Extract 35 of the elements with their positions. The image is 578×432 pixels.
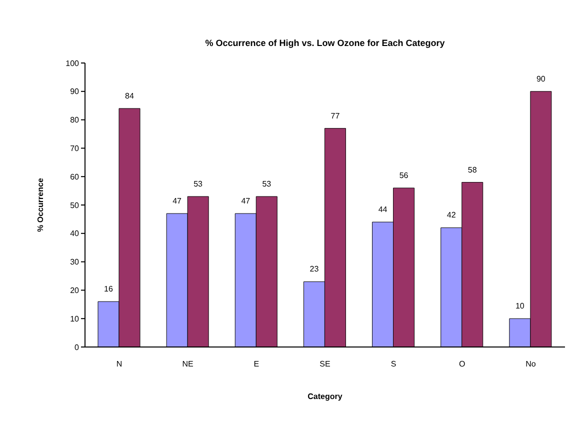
data-label: 44 <box>378 205 388 214</box>
y-tick-label: 10 <box>70 314 80 324</box>
data-label: 53 <box>262 179 272 188</box>
y-tick-label: 100 <box>66 58 80 68</box>
y-axis-title: % Occurrence <box>36 178 45 232</box>
data-label: 56 <box>399 170 409 180</box>
x-tick-label: N <box>116 360 122 369</box>
y-tick-label: 80 <box>70 116 80 125</box>
data-label: 47 <box>241 196 251 206</box>
y-tick-label: 60 <box>70 172 80 182</box>
x-tick-label: S <box>390 360 396 369</box>
chart-title: % Occurrence of High vs. Low Ozone for Each Category <box>204 38 446 48</box>
data-label: 42 <box>446 210 456 220</box>
data-label: 47 <box>172 196 182 206</box>
x-tick-label: No <box>526 360 536 369</box>
y-tick-label: 40 <box>70 229 80 238</box>
data-label: 10 <box>515 302 525 311</box>
y-tick-label: 30 <box>70 258 80 267</box>
data-label: 58 <box>468 165 478 174</box>
x-tick-label: NE <box>182 360 194 369</box>
x-tick-label: SE <box>320 360 330 369</box>
data-label: 53 <box>194 179 204 188</box>
y-tick-label: 50 <box>70 200 80 210</box>
y-tick-label: 90 <box>70 87 80 96</box>
data-label: 84 <box>125 91 134 100</box>
y-tick-label: 20 <box>70 286 80 296</box>
data-label: 90 <box>536 74 546 84</box>
y-tick-label: 0 <box>74 342 80 352</box>
x-tick-label: E <box>254 360 260 369</box>
data-label: 16 <box>104 284 114 294</box>
x-axis-title: Category <box>308 392 343 401</box>
x-tick-label: O <box>459 360 466 369</box>
y-tick-label: 70 <box>70 144 80 154</box>
data-label: 77 <box>330 111 340 120</box>
data-label: 23 <box>310 264 320 274</box>
